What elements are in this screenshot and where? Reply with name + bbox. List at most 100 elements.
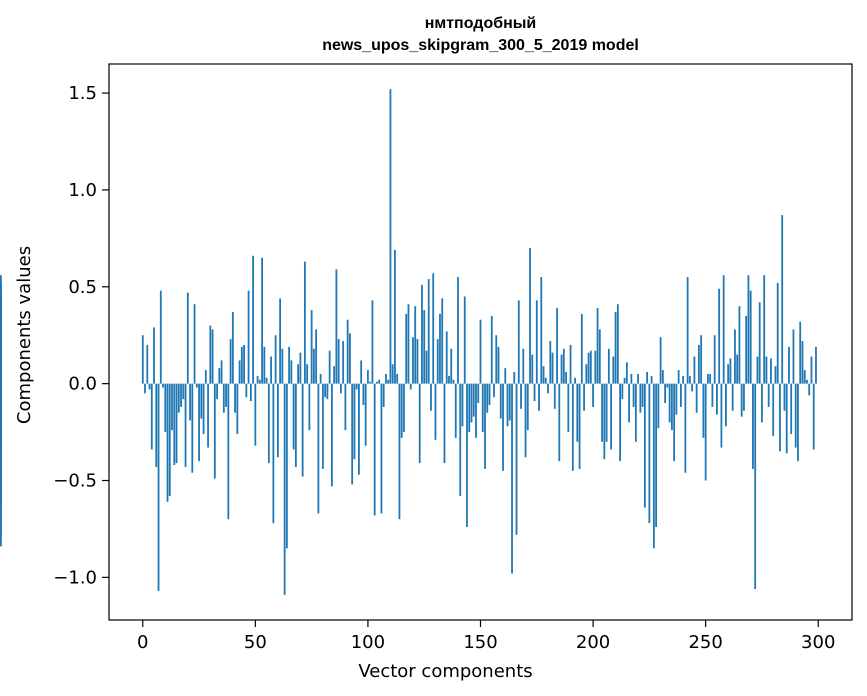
bar: [207, 383, 209, 448]
bar: [407, 304, 410, 384]
bar: [193, 304, 196, 384]
x-tick-label: 200: [576, 632, 610, 653]
bar: [641, 383, 644, 407]
bar: [761, 383, 763, 423]
bar: [596, 308, 599, 384]
bar: [643, 383, 646, 508]
bar: [367, 370, 369, 384]
bar: [772, 383, 775, 436]
bar: [677, 370, 680, 384]
bar: [488, 383, 491, 405]
bar: [688, 375, 691, 384]
bar: [335, 269, 338, 384]
bar: [619, 383, 621, 462]
bar: [520, 383, 522, 409]
bar: [738, 306, 741, 384]
bar: [486, 383, 489, 413]
bar: [427, 279, 430, 384]
bar: [342, 341, 345, 384]
bar: [785, 383, 788, 454]
bar: [679, 383, 682, 407]
bar: [612, 356, 615, 384]
bar: [249, 383, 252, 402]
bar: [682, 375, 685, 384]
bar: [668, 383, 671, 423]
bar: [146, 344, 149, 384]
bar: [240, 346, 243, 384]
bar: [389, 89, 392, 384]
bar: [301, 383, 304, 477]
bar: [362, 383, 365, 405]
bar: [648, 383, 651, 524]
bar: [722, 275, 725, 384]
bar: [776, 282, 779, 384]
bar: [263, 346, 266, 384]
bar: [716, 383, 718, 415]
bar: [418, 383, 421, 464]
bar: [526, 383, 529, 431]
bar: [470, 383, 473, 423]
bar: [330, 383, 333, 487]
bar: [477, 383, 480, 404]
bar: [430, 383, 432, 411]
bar: [479, 319, 482, 384]
bar: [148, 383, 151, 390]
bar: [779, 383, 781, 452]
bar: [657, 383, 660, 429]
bar: [225, 383, 227, 407]
bar: [790, 383, 793, 435]
bar: [704, 383, 707, 481]
bar: [150, 383, 153, 450]
bar: [684, 383, 687, 473]
bar: [358, 383, 360, 475]
bar: [621, 383, 624, 400]
bar: [186, 292, 189, 384]
bar: [155, 383, 158, 467]
bar: [324, 383, 327, 398]
bar: [765, 356, 768, 384]
bar: [535, 300, 538, 384]
bar: [695, 383, 698, 413]
bar: [560, 354, 563, 384]
bar: [396, 373, 399, 384]
bar: [544, 377, 547, 384]
bar: [475, 383, 477, 438]
bar: [515, 383, 518, 535]
bar: [373, 383, 376, 516]
bar: [797, 383, 799, 462]
bar: [792, 329, 795, 384]
bar: [517, 300, 520, 384]
bar: [637, 373, 640, 384]
bar: [394, 249, 396, 384]
bar: [589, 350, 592, 384]
bar: [222, 383, 225, 413]
bar: [400, 383, 403, 438]
bar: [421, 284, 423, 384]
y-tick-label: 0.5: [68, 277, 97, 298]
bar: [632, 383, 635, 407]
bar: [182, 383, 185, 400]
chart-title-line-1: нмтподобный: [425, 15, 537, 32]
bar: [603, 383, 606, 460]
bar: [229, 339, 232, 384]
bar: [312, 348, 315, 384]
bar: [0, 383, 2, 409]
bar: [747, 275, 750, 384]
bar: [664, 383, 667, 404]
bar: [220, 360, 223, 384]
bar: [299, 352, 302, 384]
bar: [173, 383, 176, 466]
chart-title: нмтподобный news_upos_skipgram_300_5_2019…: [322, 15, 639, 54]
bar: [267, 383, 270, 464]
bar: [227, 383, 230, 520]
bar: [236, 383, 239, 435]
bar: [272, 383, 275, 524]
bar: [245, 383, 248, 398]
bar: [0, 364, 2, 384]
bar: [513, 372, 516, 384]
bar: [740, 383, 743, 417]
bar: [450, 348, 453, 384]
bar: [585, 364, 588, 384]
bar: [209, 325, 212, 384]
bars: [0, 89, 817, 595]
